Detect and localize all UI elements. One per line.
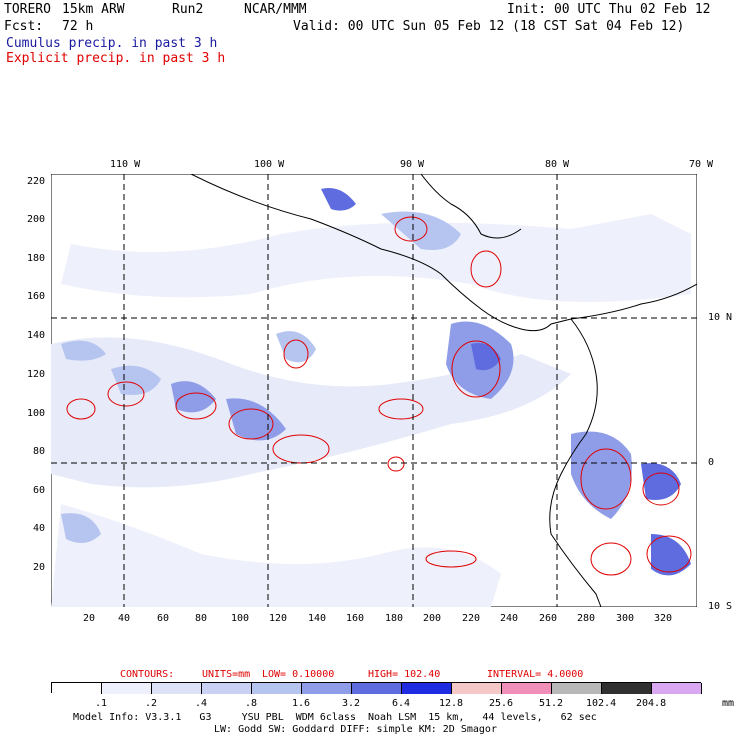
lon-label: 110 W <box>110 159 141 170</box>
x-tick-label: 120 <box>269 613 288 624</box>
run-label: Run2 <box>172 2 204 17</box>
y-tick-label: 40 <box>33 523 46 534</box>
x-tick-label: 60 <box>157 613 170 624</box>
legend-tick-label: 6.4 <box>392 698 411 709</box>
x-tick-label: 320 <box>654 613 673 624</box>
x-tick-label: 20 <box>83 613 96 624</box>
forecast-label: Fcst: <box>4 19 44 34</box>
x-tick-label: 160 <box>346 613 365 624</box>
y-tick-label: 160 <box>27 291 46 302</box>
legend-swatch <box>302 683 352 694</box>
grid-spacing: 15km ARW <box>62 2 125 17</box>
y-tick-label: 60 <box>33 485 46 496</box>
y-tick-label: 200 <box>27 214 46 225</box>
legend-swatch <box>252 683 302 694</box>
lat-lon-grid <box>51 174 697 607</box>
contours-low: LOW= 0.10000 <box>262 669 335 680</box>
legend-swatch <box>152 683 202 694</box>
legend-swatch <box>652 683 702 694</box>
legend-tick-label: .1 <box>95 698 108 709</box>
model-info: Model Info: V3.3.1 G3 YSU PBL WDM 6class… <box>73 712 597 723</box>
y-tick-label: 20 <box>33 562 46 573</box>
legend-swatch <box>102 683 152 694</box>
coastlines <box>190 174 697 607</box>
lon-label: 80 W <box>545 159 570 170</box>
contours-label: CONTOURS: <box>120 669 175 680</box>
precipitation-map <box>51 174 697 607</box>
legend-swatch <box>452 683 502 694</box>
y-tick-label: 80 <box>33 446 46 457</box>
x-tick-label: 240 <box>500 613 519 624</box>
contours-high: HIGH= 102.40 <box>368 669 441 680</box>
x-tick-label: 280 <box>577 613 596 624</box>
valid-time: Valid: 00 UTC Sun 05 Feb 12 (18 CST Sat … <box>293 19 685 34</box>
explicit-precip-contours <box>66 216 692 576</box>
lon-label: 70 W <box>689 159 714 170</box>
legend-tick-label: 51.2 <box>539 698 564 709</box>
legend-unit: mm <box>722 698 735 709</box>
legend-tick-label: .2 <box>145 698 158 709</box>
forecast-hour: 72 h <box>62 19 94 34</box>
x-tick-label: 220 <box>462 613 481 624</box>
lon-label: 100 W <box>254 159 285 170</box>
legend-swatch <box>202 683 252 694</box>
y-tick-label: 180 <box>27 253 46 264</box>
contours-units: UNITS=mm <box>202 669 251 680</box>
y-tick-label: 120 <box>27 369 46 380</box>
legend-tick-label: .8 <box>245 698 258 709</box>
legend-tick-label: 12.8 <box>439 698 464 709</box>
lat-label: 10 S <box>708 601 733 612</box>
x-tick-label: 180 <box>385 613 404 624</box>
y-tick-label: 100 <box>27 408 46 419</box>
y-tick-label: 140 <box>27 330 46 341</box>
cumulus-legend: Cumulus precip. in past 3 h <box>6 36 218 51</box>
cumulus-precip-fields <box>51 188 691 607</box>
legend-swatch <box>352 683 402 694</box>
legend-tick-label: 25.6 <box>489 698 514 709</box>
y-tick-label: 220 <box>27 176 46 187</box>
legend-swatch <box>552 683 602 694</box>
physics-info: LW: Godd SW: Goddard DIFF: simple KM: 2D… <box>214 724 497 735</box>
lon-label: 90 W <box>400 159 425 170</box>
explicit-legend: Explicit precip. in past 3 h <box>6 51 226 66</box>
legend-tick-label: 102.4 <box>586 698 617 709</box>
legend-swatch <box>402 683 452 694</box>
x-tick-label: 100 <box>231 613 250 624</box>
x-tick-label: 260 <box>539 613 558 624</box>
x-tick-label: 80 <box>195 613 208 624</box>
x-tick-label: 140 <box>308 613 327 624</box>
init-time: Init: 00 UTC Thu 02 Feb 12 <box>507 2 711 17</box>
x-tick-label: 200 <box>423 613 442 624</box>
x-tick-label: 40 <box>118 613 131 624</box>
x-tick-label: 300 <box>616 613 635 624</box>
legend-tick-label: 1.6 <box>292 698 311 709</box>
legend-swatch <box>52 683 102 694</box>
legend-tick-label: 204.8 <box>636 698 667 709</box>
legend-tick-label: 3.2 <box>342 698 361 709</box>
contours-interval: INTERVAL= 4.0000 <box>487 669 584 680</box>
model-name: TORERO <box>4 2 51 17</box>
color-scale-bar <box>51 682 702 694</box>
legend-swatch <box>602 683 652 694</box>
legend-tick-label: .4 <box>195 698 208 709</box>
org-label: NCAR/MMM <box>244 2 307 17</box>
legend-swatch <box>502 683 552 694</box>
lat-label: 0 <box>708 457 715 468</box>
lat-label: 10 N <box>708 312 733 323</box>
